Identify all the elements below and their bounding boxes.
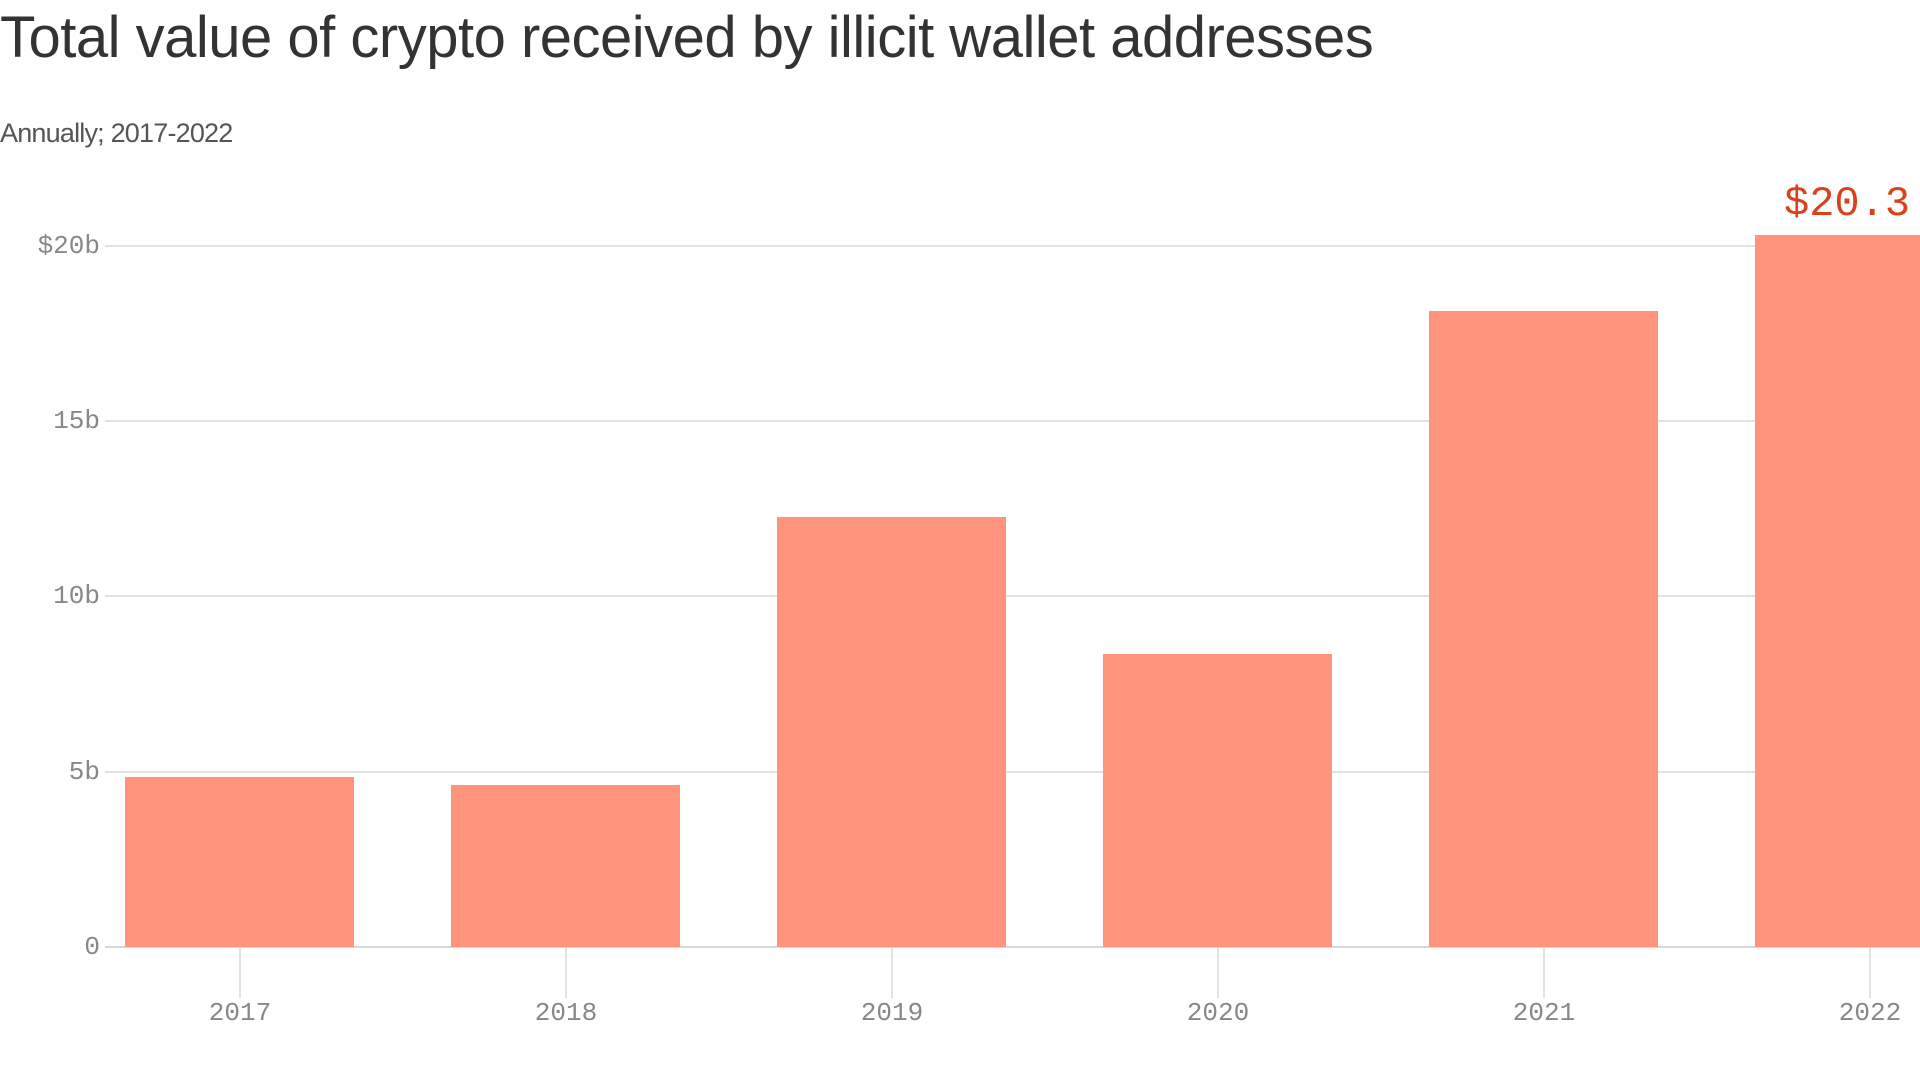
- value-annotation-2022: $20.3: [1784, 180, 1911, 228]
- x-tick-label: 2019: [860, 998, 924, 1028]
- y-tick-label: 10b: [53, 581, 100, 611]
- x-tick-label: 2017: [208, 998, 272, 1028]
- bar-2017: [125, 777, 354, 947]
- bar-2020: [1103, 654, 1332, 947]
- chart-title: Total value of crypto received by illici…: [0, 5, 1374, 70]
- x-tick-label: 2018: [534, 998, 598, 1028]
- x-tick: [565, 948, 567, 998]
- chart-subtitle: Annually; 2017-2022: [0, 118, 233, 148]
- x-tick: [891, 948, 893, 998]
- x-tick-label: 2020: [1186, 998, 1250, 1028]
- x-tick: [1217, 948, 1219, 998]
- x-tick: [239, 948, 241, 998]
- bar-2021: [1429, 311, 1658, 947]
- gridline-15: [105, 420, 1920, 422]
- x-tick: [1869, 948, 1871, 998]
- bar-2018: [451, 785, 680, 947]
- gridline-10: [105, 595, 1920, 597]
- x-axis-baseline: [105, 946, 1920, 948]
- gridline-5: [105, 771, 1920, 773]
- y-tick-label: 15b: [53, 406, 100, 436]
- gridline-20: [105, 245, 1920, 247]
- bar-2019: [777, 517, 1006, 947]
- x-tick: [1543, 948, 1545, 998]
- x-tick-label: 2022: [1838, 998, 1902, 1028]
- y-tick-label: $20b: [37, 231, 100, 261]
- y-tick-label: 0: [84, 932, 100, 962]
- y-tick-label: 5b: [68, 757, 100, 787]
- x-tick-label: 2021: [1512, 998, 1576, 1028]
- bar-2022: [1755, 235, 1920, 947]
